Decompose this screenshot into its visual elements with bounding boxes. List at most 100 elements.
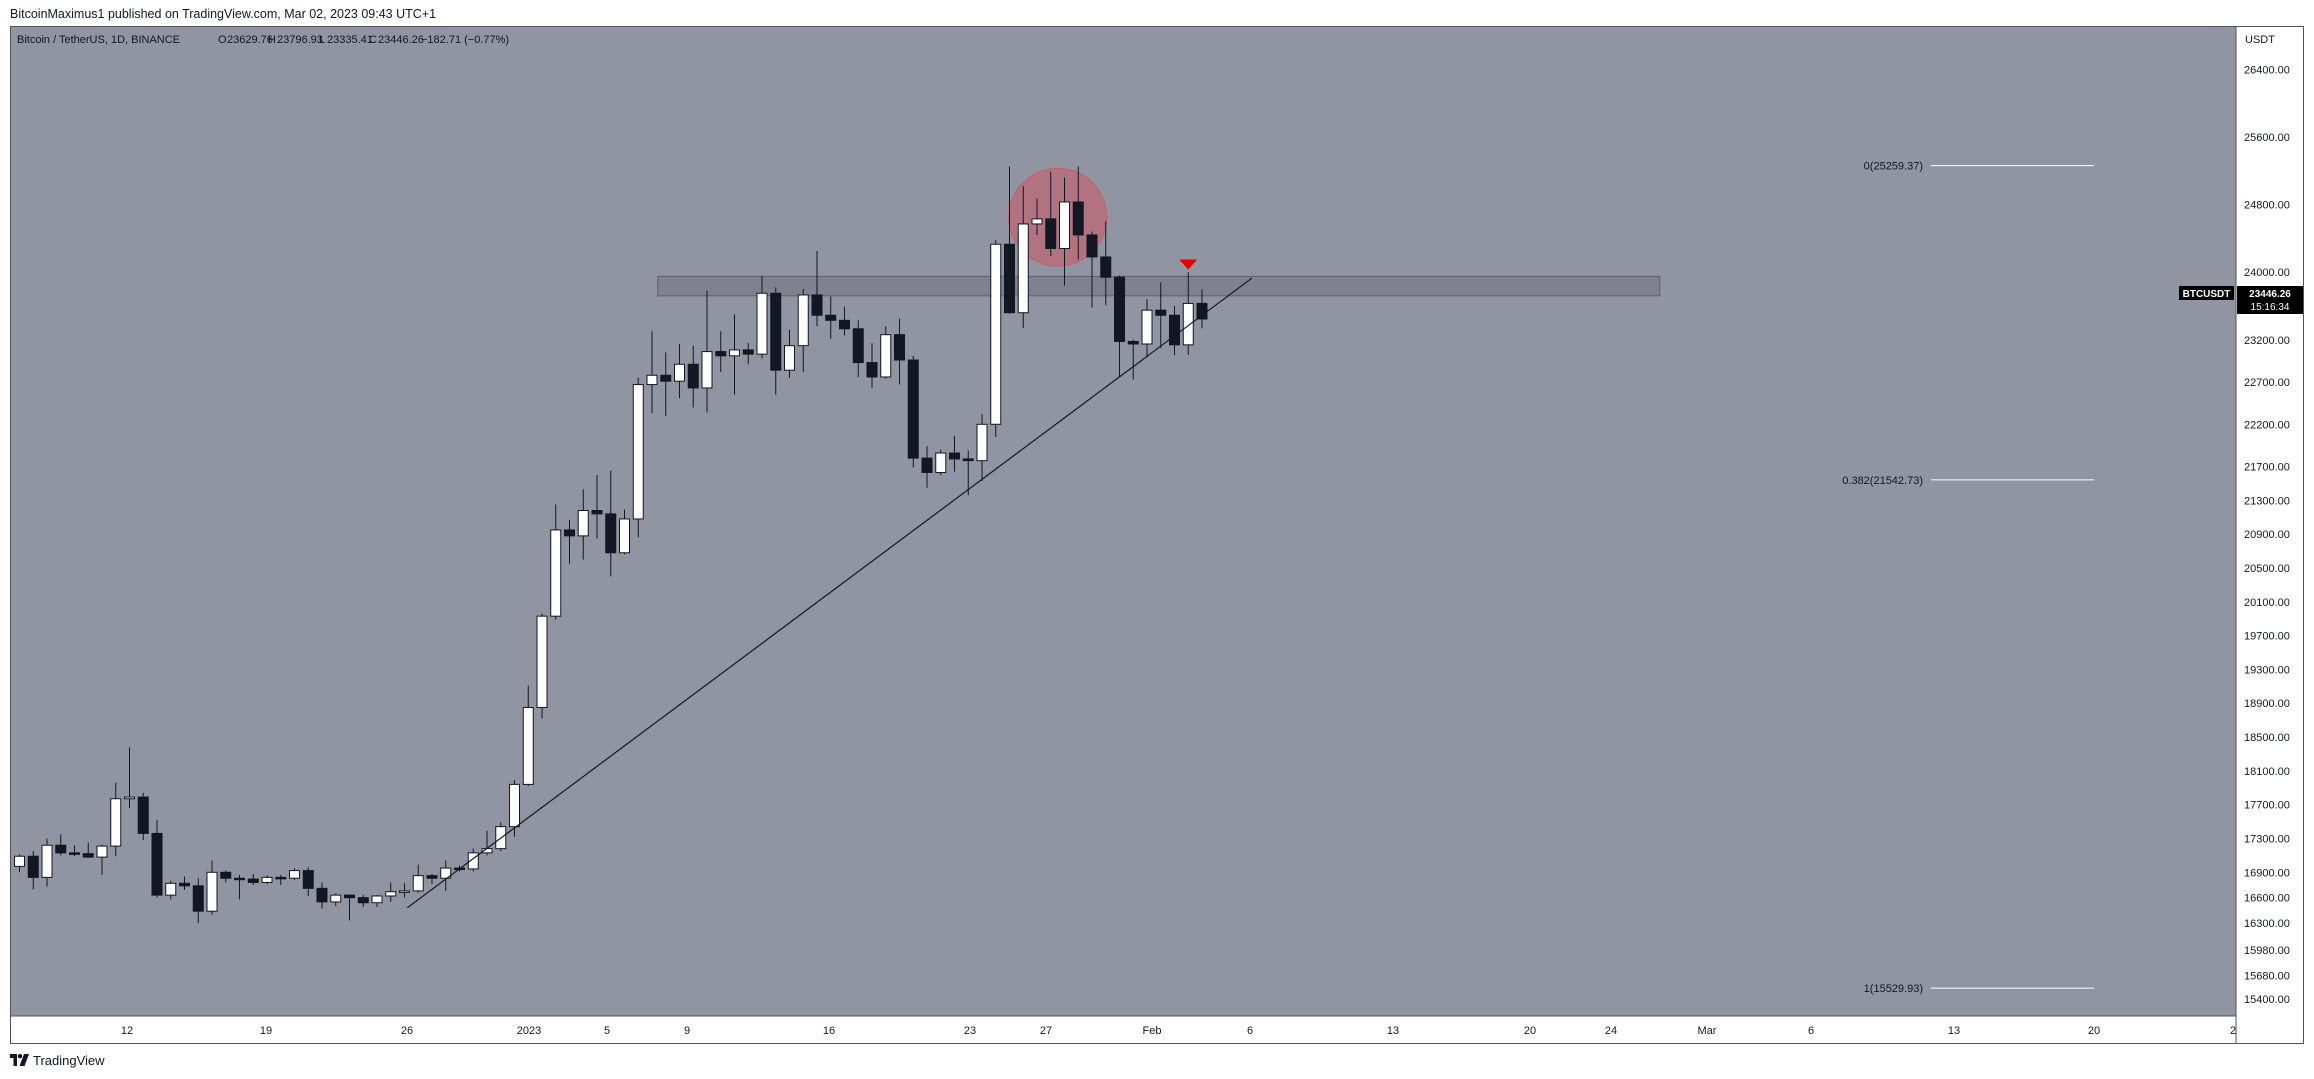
price-tick-label: 16900.00 (2244, 867, 2290, 879)
time-tick-label: 6 (1247, 1025, 1253, 1037)
candle-up (756, 292, 768, 355)
fib-level-label: 0(25259.37) (1864, 161, 1923, 173)
currency-label: USDT (2245, 34, 2275, 46)
candle-down (591, 510, 603, 515)
candle-down (811, 294, 823, 316)
candle-up (14, 855, 25, 867)
price-tick-label: 21700.00 (2244, 462, 2290, 474)
time-tick-label: 20 (1524, 1025, 1536, 1037)
candle-up (124, 796, 135, 800)
price-tick-label: 19300.00 (2244, 664, 2290, 676)
price-tick-label: 16300.00 (2244, 918, 2290, 930)
price-tick-label: 22700.00 (2244, 377, 2290, 389)
candle-up (976, 423, 988, 462)
candle-down (564, 529, 575, 537)
tradingview-logo-icon (10, 1054, 29, 1066)
time-tick-label: 6 (1808, 1025, 1814, 1037)
candle-down (742, 349, 754, 355)
candle-up (1059, 201, 1070, 249)
time-tick-label: 2 (2230, 1025, 2236, 1037)
candle-up (165, 882, 177, 896)
candle-up (729, 349, 740, 357)
candle-down (1114, 276, 1125, 342)
price-tick-label: 15400.00 (2244, 994, 2290, 1006)
candle-up (797, 294, 809, 347)
badge-symbol: BTCUSDT (2183, 289, 2231, 300)
candlestick-chart[interactable]: Bitcoin / TetherUS, 1D, BINANCE O 23629.… (11, 27, 2303, 1043)
price-tick-label: 17300.00 (2244, 833, 2290, 845)
time-tick-label: Mar (1698, 1025, 1717, 1037)
candle-down (69, 852, 80, 855)
legend-close-label: C (369, 34, 377, 46)
publish-info-bar: BitcoinMaximus1 published on TradingView… (0, 0, 2314, 26)
candle-down (839, 319, 850, 330)
candle-down (852, 328, 864, 364)
candle-down (344, 894, 355, 899)
candle-up (41, 844, 53, 878)
price-tick-label: 17700.00 (2244, 800, 2290, 812)
candle-up (990, 243, 1002, 425)
legend-close: 23446.26 (378, 34, 424, 46)
time-axis-background (11, 1016, 2236, 1043)
candle-up (289, 870, 300, 879)
candle-up (674, 363, 685, 382)
price-tick-label: 20500.00 (2244, 563, 2290, 575)
price-tick-label: 26400.00 (2244, 64, 2290, 76)
price-tick-label: 21300.00 (2244, 495, 2290, 507)
candle-up (440, 867, 452, 879)
highlight-circle (1008, 167, 1108, 267)
price-tick-label: 19700.00 (2244, 631, 2290, 643)
candle-up (701, 351, 713, 389)
time-tick-label: 13 (1387, 1025, 1399, 1037)
candle-up (784, 345, 795, 371)
candle-down (1045, 218, 1057, 249)
candle-up (371, 895, 383, 904)
candle-down (1127, 340, 1139, 345)
last-price-badge: BTCUSDT 23446.26 15:16:34 (2179, 286, 2303, 314)
chart-pane[interactable]: Bitcoin / TetherUS, 1D, BINANCE O 23629.… (10, 26, 2304, 1044)
candle-up (206, 871, 218, 912)
axes-background (2236, 27, 2303, 1043)
legend-symbol: Bitcoin / TetherUS, 1D, BINANCE (17, 34, 180, 46)
candle-up (1141, 309, 1153, 345)
time-tick-label: 9 (684, 1025, 690, 1037)
candle-up (399, 890, 410, 893)
candle-down (426, 875, 438, 879)
candle-down (1086, 234, 1098, 258)
legend-high-label: H (268, 34, 276, 46)
fib-level-label: 1(15529.93) (1864, 983, 1923, 995)
badge-price: 23446.26 (2249, 289, 2291, 300)
legend-low: 23335.41 (327, 34, 373, 46)
candle-down (770, 292, 782, 371)
price-tick-label: 16600.00 (2244, 893, 2290, 905)
candle-up (619, 518, 630, 554)
candle-up (577, 510, 589, 537)
price-tick-label: 15980.00 (2244, 945, 2290, 957)
price-tick-label: 15680.00 (2244, 970, 2290, 982)
time-tick-label: 16 (823, 1025, 835, 1037)
legend-high: 23796.93 (277, 34, 323, 46)
candle-down (316, 887, 328, 903)
candle-up (550, 529, 562, 617)
candle-up (632, 384, 644, 520)
legend-change: −182.71 (−0.77%) (421, 34, 509, 46)
time-tick-label: 2023 (517, 1025, 541, 1037)
candle-down (151, 832, 163, 896)
candle-up (110, 798, 122, 847)
footer-brand: TradingView (33, 1053, 105, 1068)
candle-up (509, 783, 520, 828)
candle-down (357, 897, 369, 904)
candle-down (192, 885, 204, 912)
candle-up (385, 891, 397, 897)
candle-up (96, 845, 108, 858)
candle-down (605, 513, 617, 554)
candle-down (247, 878, 259, 883)
candle-down (962, 458, 974, 462)
candle-up (522, 706, 534, 785)
candle-up (261, 876, 273, 883)
candle-up (536, 615, 548, 708)
candle-down (275, 876, 287, 880)
candle-down (866, 362, 878, 378)
candle-down (949, 452, 960, 460)
candle-up (646, 374, 658, 386)
